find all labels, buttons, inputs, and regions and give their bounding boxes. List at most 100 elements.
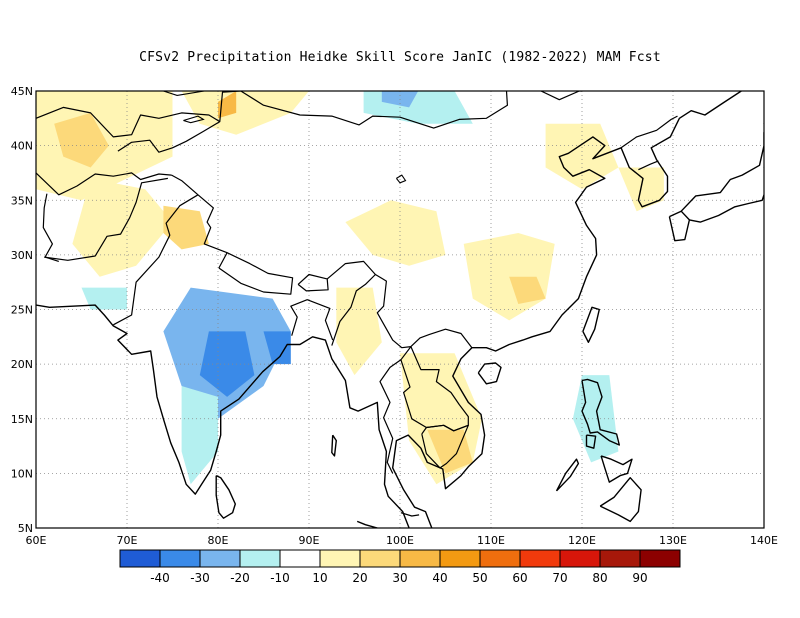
colorbar-label: 30 xyxy=(392,571,407,585)
coastline-mindoro xyxy=(585,434,597,449)
coastline-andamans xyxy=(331,434,337,457)
border-cambodia xyxy=(421,424,469,469)
coastline-mindanao xyxy=(599,477,642,523)
skill-region-mongolia-hot xyxy=(218,91,237,119)
coastline-kyushu xyxy=(668,210,691,242)
colorbar-swatch xyxy=(479,549,521,568)
coastline-palawan xyxy=(555,458,580,492)
skill-region-pak-south-cool xyxy=(81,287,127,310)
border-myanmar-china xyxy=(375,273,473,349)
coastline-border-layer xyxy=(36,91,764,528)
colorbar-label: -40 xyxy=(150,571,170,585)
border-india-china-west xyxy=(197,194,228,254)
lat-tick-label: 30N xyxy=(11,249,33,262)
colorbar-label: 10 xyxy=(312,571,327,585)
colorbar-swatch xyxy=(319,549,361,568)
longitude-tick-labels: 60E 70E 80E 90E 100E 110E 120E 130E 140E xyxy=(26,534,778,547)
coastline-taiwan xyxy=(582,306,600,343)
border-laos xyxy=(400,346,469,432)
lon-tick-label: 130E xyxy=(659,534,687,547)
colorbar-label: 60 xyxy=(512,571,527,585)
colorbar-label: 70 xyxy=(552,571,567,585)
lat-tick-label: 40N xyxy=(11,140,33,153)
colorbar-swatch xyxy=(559,549,601,568)
coastline-japan-south xyxy=(689,194,764,223)
lon-tick-label: 120E xyxy=(568,534,596,547)
border-china-kashmir xyxy=(171,174,199,196)
colorbar-swatch xyxy=(159,549,201,568)
map-title: CFSv2 Precipitation Heidke Skill Score J… xyxy=(139,50,661,65)
lat-tick-label: 5N xyxy=(18,522,33,535)
skill-region-tibet-plateau xyxy=(345,200,446,266)
border-bangladesh xyxy=(290,299,334,341)
border-korea-china xyxy=(620,115,678,149)
skill-region-afgh-core xyxy=(54,112,109,168)
skill-region-mongolia-north xyxy=(181,91,309,135)
colorbar-swatch xyxy=(279,549,321,568)
skill-region-india-core xyxy=(199,331,255,397)
lat-tick-label: 10N xyxy=(11,467,33,480)
border-central-asia-south xyxy=(36,172,172,196)
skill-region-s-china xyxy=(509,276,546,304)
skill-region-india-east xyxy=(263,331,291,365)
coastline-luzon xyxy=(581,378,620,446)
colorbar-swatch xyxy=(399,549,441,568)
border-iran-afg xyxy=(42,193,59,262)
border-korea-dmz xyxy=(638,160,659,171)
lake-issyk-kul xyxy=(183,115,205,124)
skill-region-india-south xyxy=(181,386,218,485)
colorbar-swatch xyxy=(359,549,401,568)
lake-qinghai-lake xyxy=(395,174,407,184)
skill-region-pakistan xyxy=(72,178,173,277)
latitude-tick-labels: 5N 10N 15N 20N 25N 30N 35N 40N 45N xyxy=(11,85,33,535)
colorbar-swatch xyxy=(639,549,681,568)
border-kazakh-south xyxy=(36,91,241,138)
skill-region-philippines xyxy=(572,375,619,463)
colorbar-label: -30 xyxy=(190,571,210,585)
colorbar: -40 -30 -20 -10 10 20 30 40 50 60 70 80 90 xyxy=(119,549,681,585)
colorbar-label: 40 xyxy=(432,571,447,585)
coastline-sri-lanka xyxy=(215,474,237,519)
colorbar-swatch xyxy=(119,549,161,568)
coastline-honshu xyxy=(680,131,764,212)
lat-tick-label: 20N xyxy=(11,358,33,371)
colorbar-swatch xyxy=(239,549,281,568)
lon-tick-label: 60E xyxy=(26,534,47,547)
coastline-hainan xyxy=(477,362,502,385)
lat-tick-label: 45N xyxy=(11,85,33,98)
lon-tick-label: 90E xyxy=(299,534,320,547)
coastline-visayas xyxy=(600,455,633,483)
coastline-indochina-coast xyxy=(392,91,742,528)
lon-tick-label: 100E xyxy=(386,534,414,547)
lon-tick-label: 70E xyxy=(117,534,138,547)
lon-tick-label: 110E xyxy=(477,534,505,547)
colorbar-label: -10 xyxy=(270,571,290,585)
lat-tick-label: 15N xyxy=(11,413,33,426)
skill-score-fill-layer xyxy=(36,91,664,485)
coastline-sumatra-n xyxy=(356,520,378,528)
skill-region-n-china-cool xyxy=(363,91,473,124)
border-bhutan xyxy=(297,273,329,292)
colorbar-label: 80 xyxy=(592,571,607,585)
lon-tick-label: 80E xyxy=(208,534,229,547)
coastline-hokkaido xyxy=(763,120,764,124)
border-afg-pak xyxy=(44,177,168,261)
border-ne-border xyxy=(540,91,582,101)
colorbar-label: 90 xyxy=(632,571,647,585)
plot-frame xyxy=(35,90,765,529)
colorbar-swatch xyxy=(439,549,481,568)
border-ne-india xyxy=(326,260,376,346)
coastline-west-asia-coast xyxy=(36,304,410,528)
lake-lake-balkhash-frag xyxy=(163,91,205,96)
border-thai-malaysia xyxy=(400,512,420,517)
lat-tick-label: 25N xyxy=(11,304,33,317)
graticule xyxy=(36,91,764,528)
colorbar-swatch xyxy=(519,549,561,568)
border-myanmar-thai xyxy=(379,359,402,474)
colorbar-label: 50 xyxy=(472,571,487,585)
colorbar-swatch xyxy=(199,549,241,568)
skill-region-ne-china xyxy=(545,123,619,190)
skill-region-myanmar xyxy=(336,287,382,376)
lat-tick-label: 35N xyxy=(11,194,33,207)
